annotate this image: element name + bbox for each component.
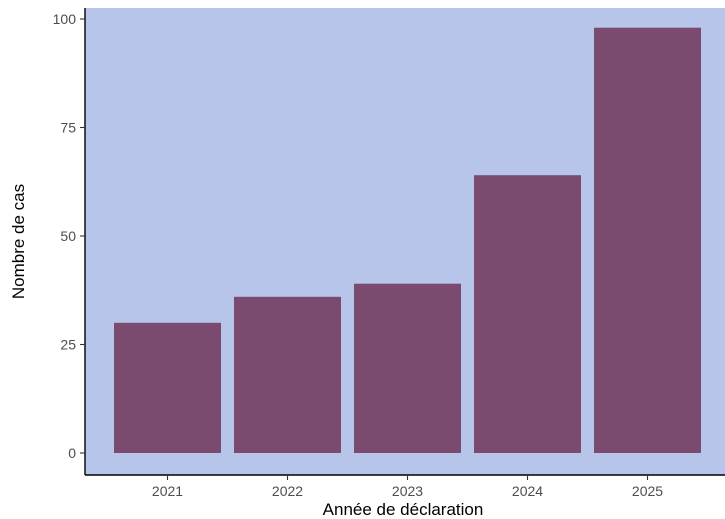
bars-layer <box>114 27 701 453</box>
x-tick-label: 2021 <box>152 483 183 499</box>
x-tick-label: 2024 <box>512 483 543 499</box>
y-axis-title: Nombre de cas <box>9 184 28 299</box>
y-tick-label: 100 <box>53 11 77 27</box>
y-tick-label: 0 <box>68 445 76 461</box>
y-tick-label: 75 <box>60 120 76 136</box>
x-tick-label: 2022 <box>272 483 303 499</box>
x-axis: 2021 2022 2023 2024 2025 <box>85 474 725 499</box>
y-axis: 0 25 50 75 100 <box>53 8 86 475</box>
y-tick-label: 50 <box>60 228 76 244</box>
x-tick-label: 2025 <box>632 483 663 499</box>
bar-2021 <box>114 322 221 453</box>
bar-2022 <box>234 296 341 453</box>
x-tick-label: 2023 <box>392 483 423 499</box>
bar-2023 <box>354 283 461 453</box>
bar-2025 <box>594 27 701 453</box>
x-axis-title: Année de déclaration <box>323 500 484 519</box>
bar-2024 <box>474 175 581 453</box>
y-tick-label: 25 <box>60 337 76 353</box>
